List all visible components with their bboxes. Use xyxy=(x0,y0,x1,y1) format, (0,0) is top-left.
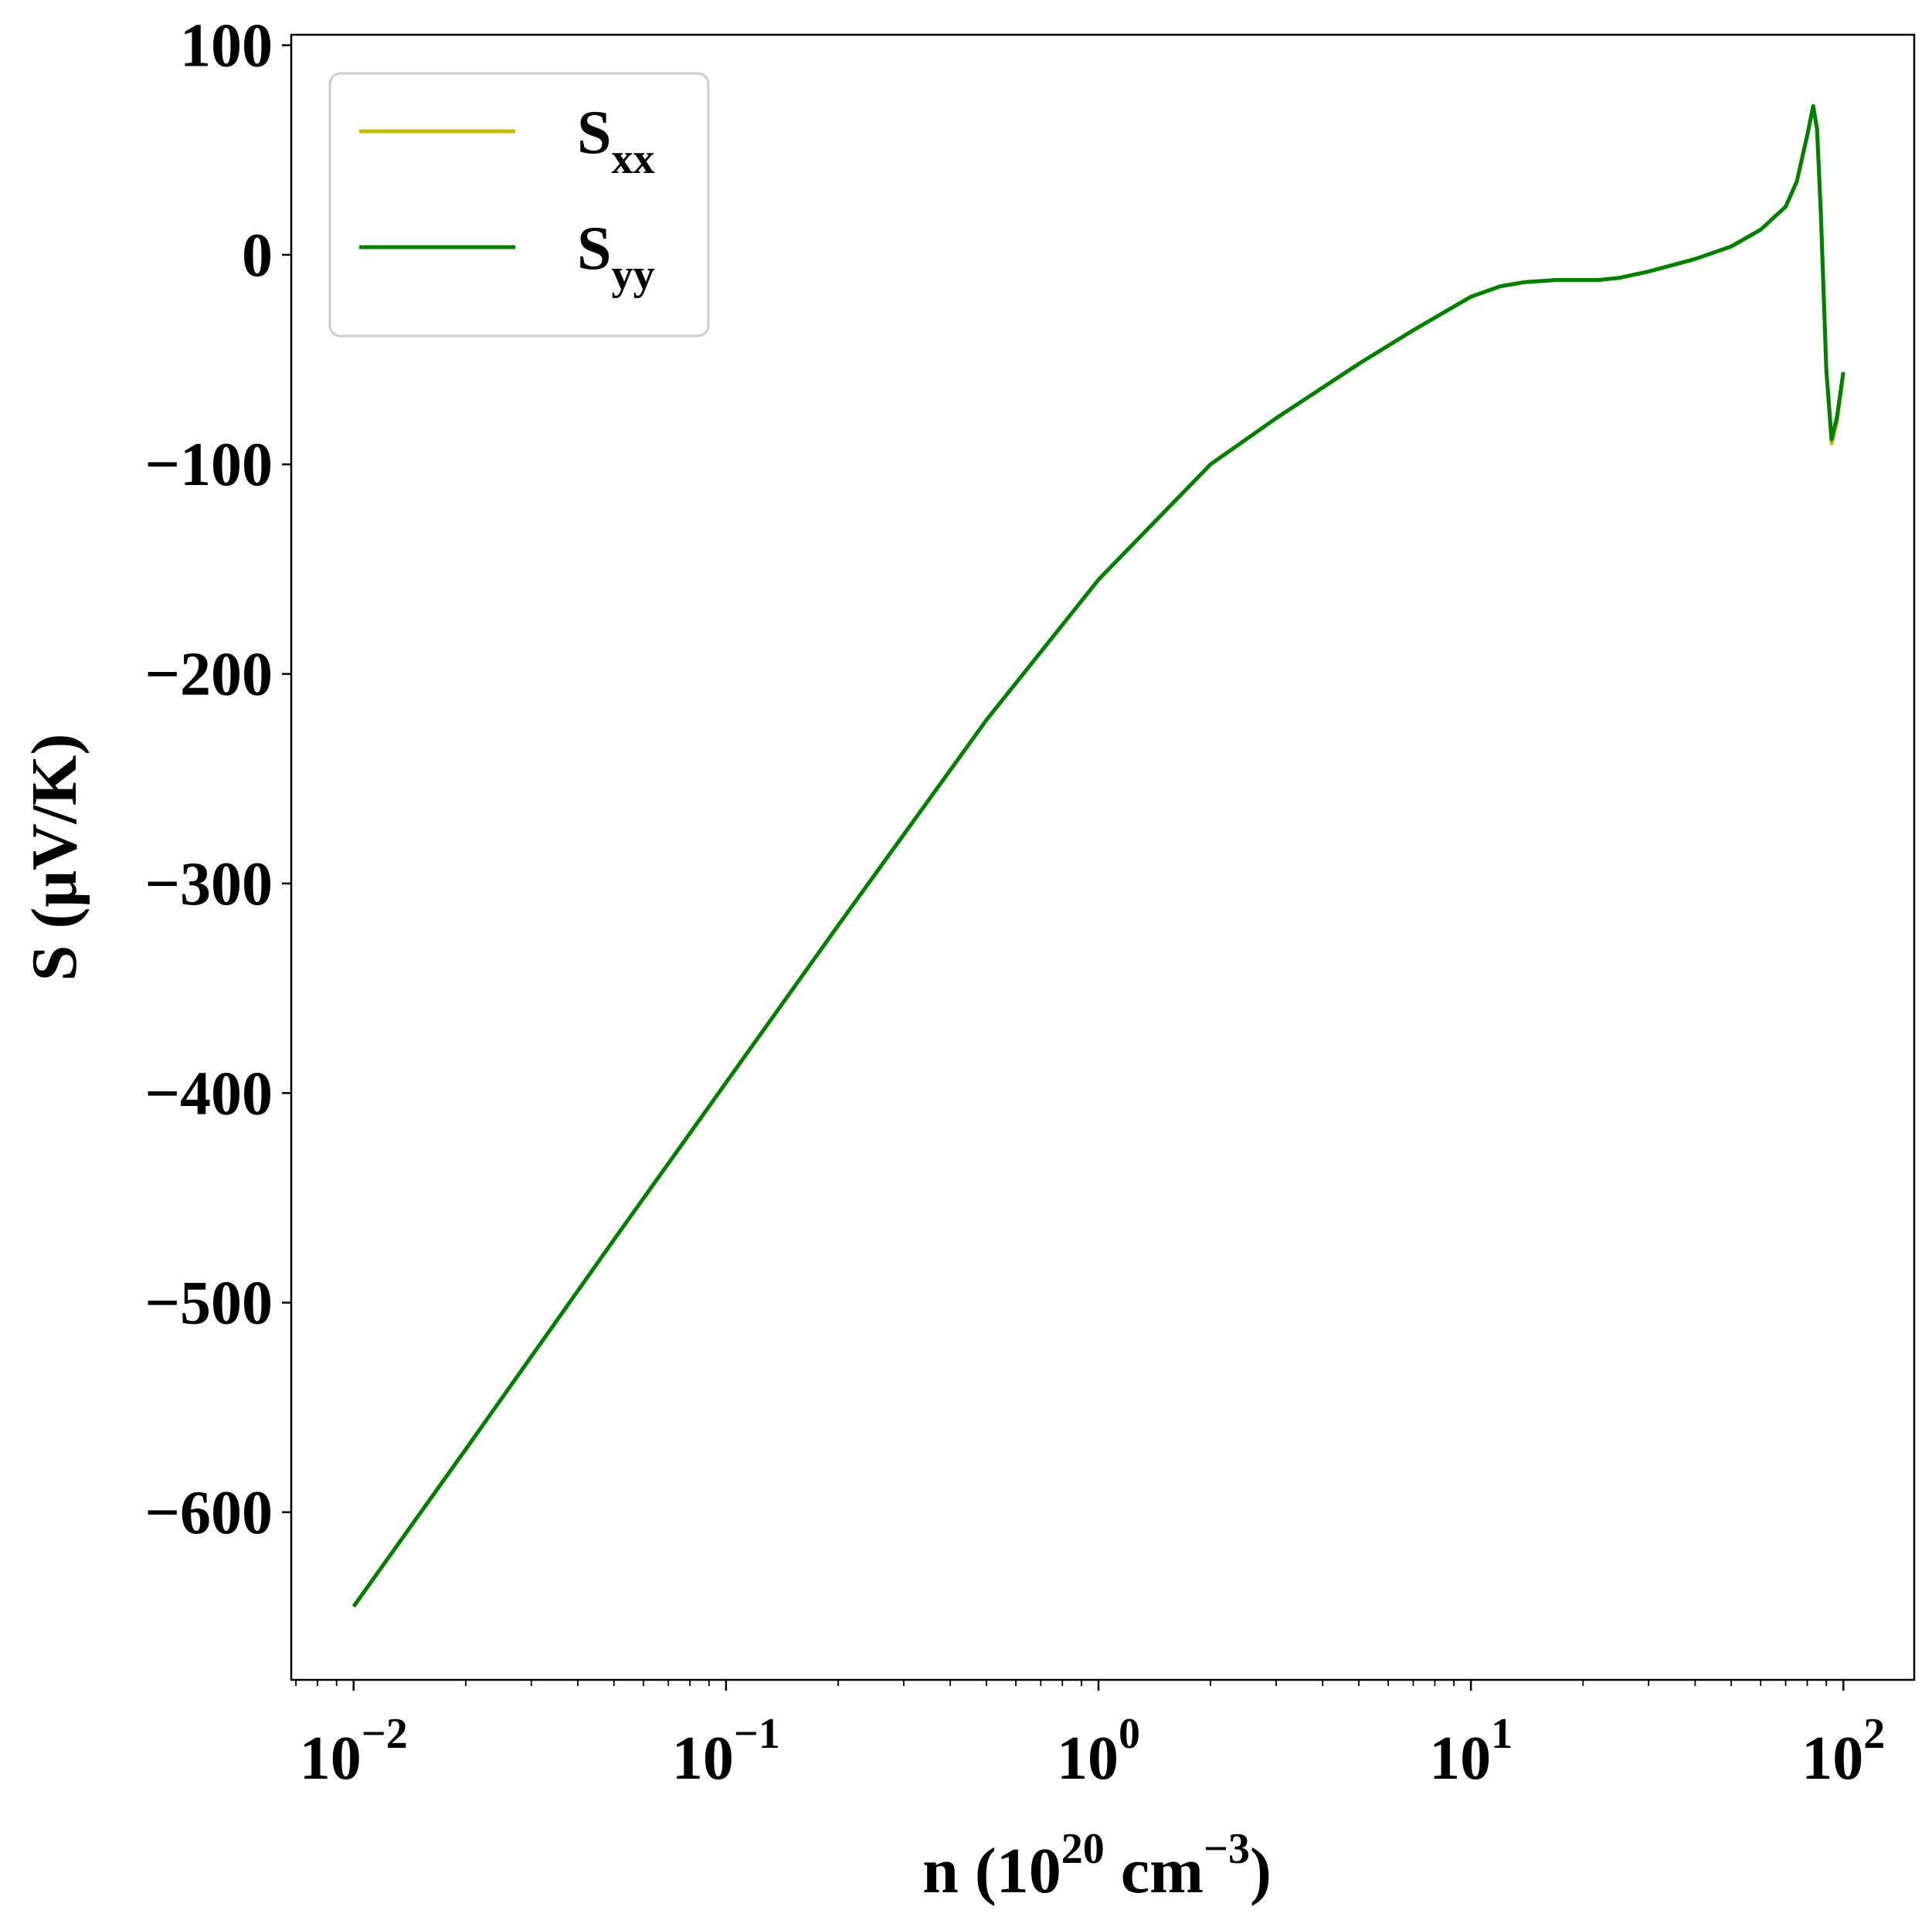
x-axis-label-sup1: 20 xyxy=(1061,1825,1105,1873)
legend-box xyxy=(328,72,710,338)
series-layer xyxy=(351,103,1845,1608)
y-tick-label-2: −100 xyxy=(144,431,273,499)
y-tick-label-6: −500 xyxy=(144,1270,273,1338)
x-axis-label-sup2: −3 xyxy=(1204,1825,1250,1873)
x-tick-label-3: 101 xyxy=(1429,1710,1513,1793)
x-axis-label-mid: cm xyxy=(1105,1835,1204,1907)
plot-frame xyxy=(290,33,1916,1681)
y-tick-label-4: −300 xyxy=(144,850,273,918)
x-axis-label-prefix: n (10 xyxy=(922,1835,1061,1907)
x-tick-label-2: 100 xyxy=(1057,1710,1140,1793)
y-axis-label: S (μV/K) xyxy=(19,734,90,982)
y-tick-label-3: −200 xyxy=(144,641,273,709)
x-tick-label-1: 10−1 xyxy=(672,1710,780,1793)
y-tick-label-5: −400 xyxy=(144,1060,273,1128)
x-tick-label-4: 102 xyxy=(1801,1710,1885,1793)
y-tick-label-0: 100 xyxy=(180,12,273,80)
x-axis-label-suffix: ) xyxy=(1250,1835,1272,1907)
y-tick-label-7: −600 xyxy=(144,1479,273,1547)
y-tick-label-1: 0 xyxy=(242,222,273,290)
axes-layer: 100 0 −100 −200 −300 −400 −500 −600 10−2 10−1 100 1… xyxy=(144,12,1916,1793)
x-axis-label: n (1020 cm−3) xyxy=(922,1825,1272,1907)
series-line-Syy-1 xyxy=(351,103,1845,1608)
legend-label-1: Syy xyxy=(577,215,655,299)
legend-label-0: Sxx xyxy=(577,99,655,183)
legend: Sxx Syy xyxy=(328,72,710,338)
x-tick-label-0: 10−2 xyxy=(300,1710,408,1793)
axis-labels: S (μV/K) n (1020 cm−3) xyxy=(19,734,1272,1907)
